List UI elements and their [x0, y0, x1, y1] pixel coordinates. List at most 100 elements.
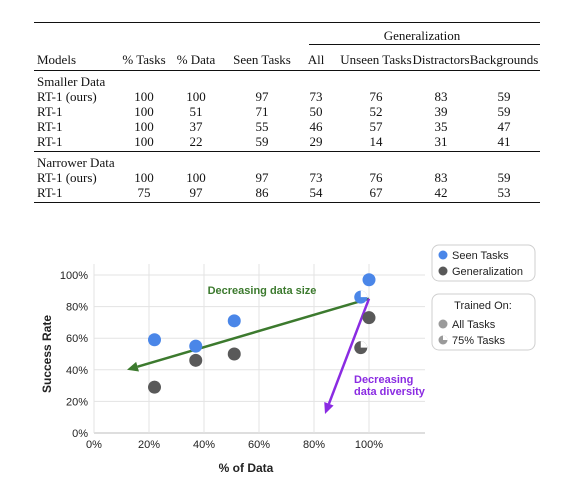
legend-seen-marker	[438, 250, 448, 260]
value-cell: 29	[309, 134, 323, 149]
legend-generalization-marker	[438, 266, 448, 276]
value-cell: 76	[369, 170, 383, 185]
value-cell: 37	[189, 119, 203, 134]
legend-generalization-label: Generalization	[452, 266, 523, 278]
value-cell: 55	[255, 119, 269, 134]
value-cell: 31	[434, 134, 448, 149]
generalization-point	[189, 353, 203, 367]
section-title-narrower-data: Narrower Data	[37, 155, 115, 170]
trend-arrow-label-line: data diversity	[354, 386, 426, 398]
y-tick-label: 80%	[66, 302, 88, 314]
value-cell: 100	[134, 119, 154, 134]
model-name-cell: RT-1 (ours)	[37, 89, 97, 104]
value-cell: 42	[434, 185, 448, 200]
generalization-point	[362, 311, 376, 325]
value-cell: 59	[497, 170, 511, 185]
value-cell: 53	[497, 185, 511, 200]
value-cell: 59	[497, 104, 511, 119]
seen-tasks-point	[189, 339, 203, 353]
legend-75-tasks-marker	[438, 335, 448, 345]
col-header-tasks: % Tasks	[122, 52, 166, 67]
y-tick-label: 0%	[72, 428, 88, 440]
y-tick-label: 60%	[66, 333, 88, 345]
x-tick-label: 0%	[86, 439, 102, 451]
trend-arrow-head	[127, 361, 139, 372]
value-cell: 100	[186, 89, 206, 104]
col-header-seen-tasks: Seen Tasks	[233, 52, 291, 67]
table-bottom-rule	[34, 202, 540, 204]
header-rule	[34, 70, 540, 71]
value-cell: 73	[309, 170, 323, 185]
value-cell: 97	[189, 185, 203, 200]
x-tick-label: 100%	[355, 439, 383, 451]
trend-arrow-label: Decreasing data size	[208, 285, 317, 297]
col-header-models: Models	[37, 52, 76, 67]
y-axis-label: Success Rate	[40, 315, 54, 393]
generalization-point	[148, 380, 161, 394]
x-axis-label: % of Data	[219, 461, 274, 475]
trend-arrow-label-line: Decreasing	[354, 374, 413, 386]
legend-trained-on: Trained On: All Tasks 75% Tasks	[431, 293, 536, 351]
model-name-cell: RT-1	[37, 134, 63, 149]
y-tick-label: 100%	[60, 270, 88, 282]
x-tick-label: 80%	[303, 439, 325, 451]
model-name-cell: RT-1	[37, 185, 63, 200]
col-header-all: All	[307, 52, 325, 67]
seen-tasks-point-partial	[354, 290, 368, 304]
trend-arrow-shaft	[137, 297, 370, 368]
legend-trained-on-title: Trained On:	[454, 300, 512, 312]
value-cell: 75	[137, 185, 151, 200]
legend-series-box	[431, 244, 536, 282]
point-quarter-cutout	[360, 341, 368, 348]
trend-arrow-head	[324, 401, 334, 415]
col-header-data: % Data	[176, 52, 216, 67]
value-cell: 86	[255, 185, 269, 200]
x-tick-label: 60%	[248, 439, 270, 451]
y-tick-label: 20%	[66, 396, 88, 408]
value-cell: 39	[434, 104, 448, 119]
value-cell: 59	[497, 89, 511, 104]
model-name-cell: RT-1	[37, 119, 63, 134]
value-cell: 22	[189, 134, 203, 149]
value-cell: 97	[255, 89, 269, 104]
group-header-rule	[309, 44, 540, 45]
value-cell: 100	[186, 170, 206, 185]
value-cell: 46	[309, 119, 323, 134]
model-name-cell: RT-1 (ours)	[37, 170, 97, 185]
section-rule	[34, 151, 540, 152]
value-cell: 76	[369, 89, 383, 104]
value-cell: 47	[497, 119, 511, 134]
value-cell: 59	[255, 134, 269, 149]
legend-series: Seen Tasks Generalization	[431, 244, 536, 282]
generalization-point	[227, 347, 241, 361]
col-header-unseen-tasks: Unseen Tasks	[340, 52, 412, 67]
chart-gridlines	[93, 264, 425, 434]
chart-points	[148, 273, 376, 394]
value-cell: 83	[434, 170, 448, 185]
generalization-point-partial	[354, 341, 368, 355]
value-cell: 41	[497, 134, 511, 149]
value-cell: 52	[369, 104, 383, 119]
legend-trained-on-box	[431, 293, 536, 351]
chart-tick-labels: 0%0% 20% 20% 40% 40% 60% 60% 80% 80% 100% 100%	[60, 270, 383, 451]
legend-75-tasks-label: 75% Tasks	[452, 335, 505, 347]
value-cell: 71	[255, 104, 269, 119]
model-name-cell: RT-1	[37, 104, 63, 119]
group-header-generalization: Generalization	[383, 28, 461, 43]
seen-tasks-point	[148, 333, 161, 347]
value-cell: 67	[369, 185, 383, 200]
chart-arrows: Decreasing data size Decreasing data diver…	[127, 285, 426, 415]
section-title-smaller-data: Smaller Data	[37, 74, 106, 89]
value-cell: 14	[369, 134, 383, 149]
value-cell: 35	[434, 119, 448, 134]
col-header-backgrounds: Backgrounds	[469, 52, 539, 67]
value-cell: 100	[134, 104, 154, 119]
y-tick-label: 40%	[66, 365, 88, 377]
value-cell: 57	[369, 119, 383, 134]
value-cell: 100	[134, 89, 154, 104]
legend-all-tasks-label: All Tasks	[452, 319, 496, 331]
trend-arrow-shaft	[327, 298, 371, 405]
value-cell: 100	[134, 134, 154, 149]
value-cell: 50	[309, 104, 323, 119]
value-cell: 51	[189, 104, 203, 119]
